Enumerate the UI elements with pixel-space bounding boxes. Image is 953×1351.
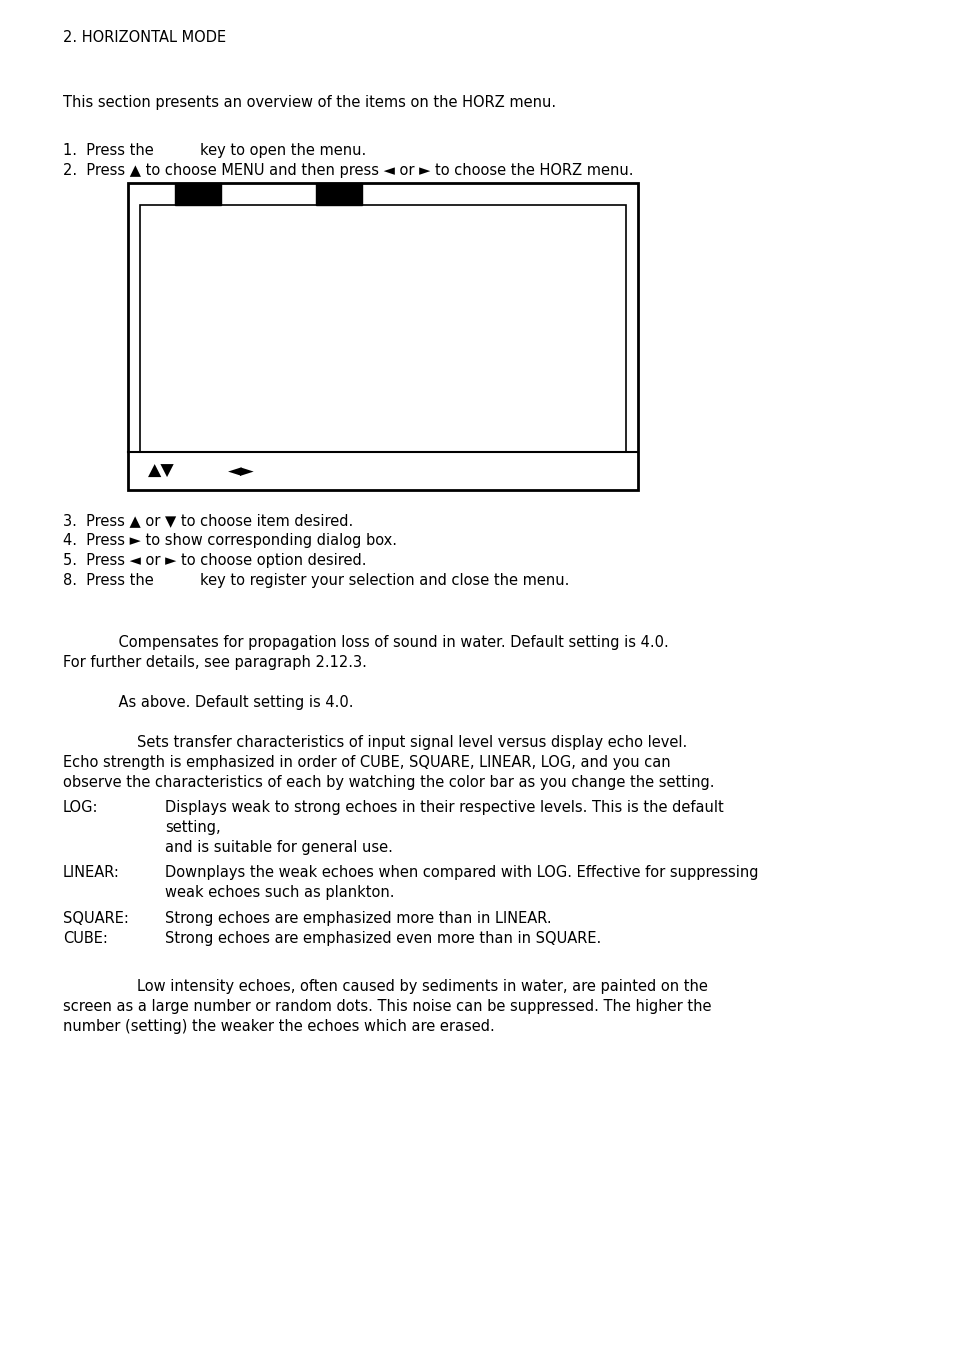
Text: Strong echoes are emphasized even more than in SQUARE.: Strong echoes are emphasized even more t…: [165, 931, 600, 946]
Text: Low intensity echoes, often caused by sediments in water, are painted on the: Low intensity echoes, often caused by se…: [63, 979, 707, 994]
Text: 5.  Press ◄ or ► to choose option desired.: 5. Press ◄ or ► to choose option desired…: [63, 553, 366, 567]
Text: Displays weak to strong echoes in their respective levels. This is the default: Displays weak to strong echoes in their …: [165, 800, 723, 815]
Text: Strong echoes are emphasized more than in LINEAR.: Strong echoes are emphasized more than i…: [165, 911, 551, 925]
Text: weak echoes such as plankton.: weak echoes such as plankton.: [165, 885, 395, 900]
Bar: [128, 182, 638, 490]
Text: 8.  Press the          key to register your selection and close the menu.: 8. Press the key to register your select…: [63, 573, 569, 588]
Text: SQUARE:: SQUARE:: [63, 911, 129, 925]
Text: As above. Default setting is 4.0.: As above. Default setting is 4.0.: [63, 694, 354, 711]
Text: 3.  Press ▲ or ▼ to choose item desired.: 3. Press ▲ or ▼ to choose item desired.: [63, 513, 353, 528]
Text: Compensates for propagation loss of sound in water. Default setting is 4.0.: Compensates for propagation loss of soun…: [63, 635, 668, 650]
Bar: [174, 182, 221, 205]
Bar: [140, 205, 625, 453]
Text: screen as a large number or random dots. This noise can be suppressed. The highe: screen as a large number or random dots.…: [63, 998, 711, 1015]
Text: ▲▼: ▲▼: [148, 462, 174, 480]
Text: Sets transfer characteristics of input signal level versus display echo level.: Sets transfer characteristics of input s…: [63, 735, 686, 750]
Text: number (setting) the weaker the echoes which are erased.: number (setting) the weaker the echoes w…: [63, 1019, 495, 1034]
Text: 4.  Press ► to show corresponding dialog box.: 4. Press ► to show corresponding dialog …: [63, 534, 396, 549]
Text: 1.  Press the          key to open the menu.: 1. Press the key to open the menu.: [63, 143, 366, 158]
Bar: [315, 182, 361, 205]
Text: setting,: setting,: [165, 820, 220, 835]
Text: LOG:: LOG:: [63, 800, 98, 815]
Text: CUBE:: CUBE:: [63, 931, 108, 946]
Text: Echo strength is emphasized in order of CUBE, SQUARE, LINEAR, LOG, and you can: Echo strength is emphasized in order of …: [63, 755, 670, 770]
Text: For further details, see paragraph 2.12.3.: For further details, see paragraph 2.12.…: [63, 655, 367, 670]
Text: Downplays the weak echoes when compared with LOG. Effective for suppressing: Downplays the weak echoes when compared …: [165, 865, 758, 880]
Text: This section presents an overview of the items on the HORZ menu.: This section presents an overview of the…: [63, 95, 556, 109]
Text: observe the characteristics of each by watching the color bar as you change the : observe the characteristics of each by w…: [63, 775, 714, 790]
Text: ◄►: ◄►: [228, 462, 254, 480]
Text: and is suitable for general use.: and is suitable for general use.: [165, 840, 393, 855]
Text: 2.  Press ▲ to choose MENU and then press ◄ or ► to choose the HORZ menu.: 2. Press ▲ to choose MENU and then press…: [63, 163, 633, 178]
Text: 2. HORIZONTAL MODE: 2. HORIZONTAL MODE: [63, 30, 226, 45]
Text: LINEAR:: LINEAR:: [63, 865, 120, 880]
